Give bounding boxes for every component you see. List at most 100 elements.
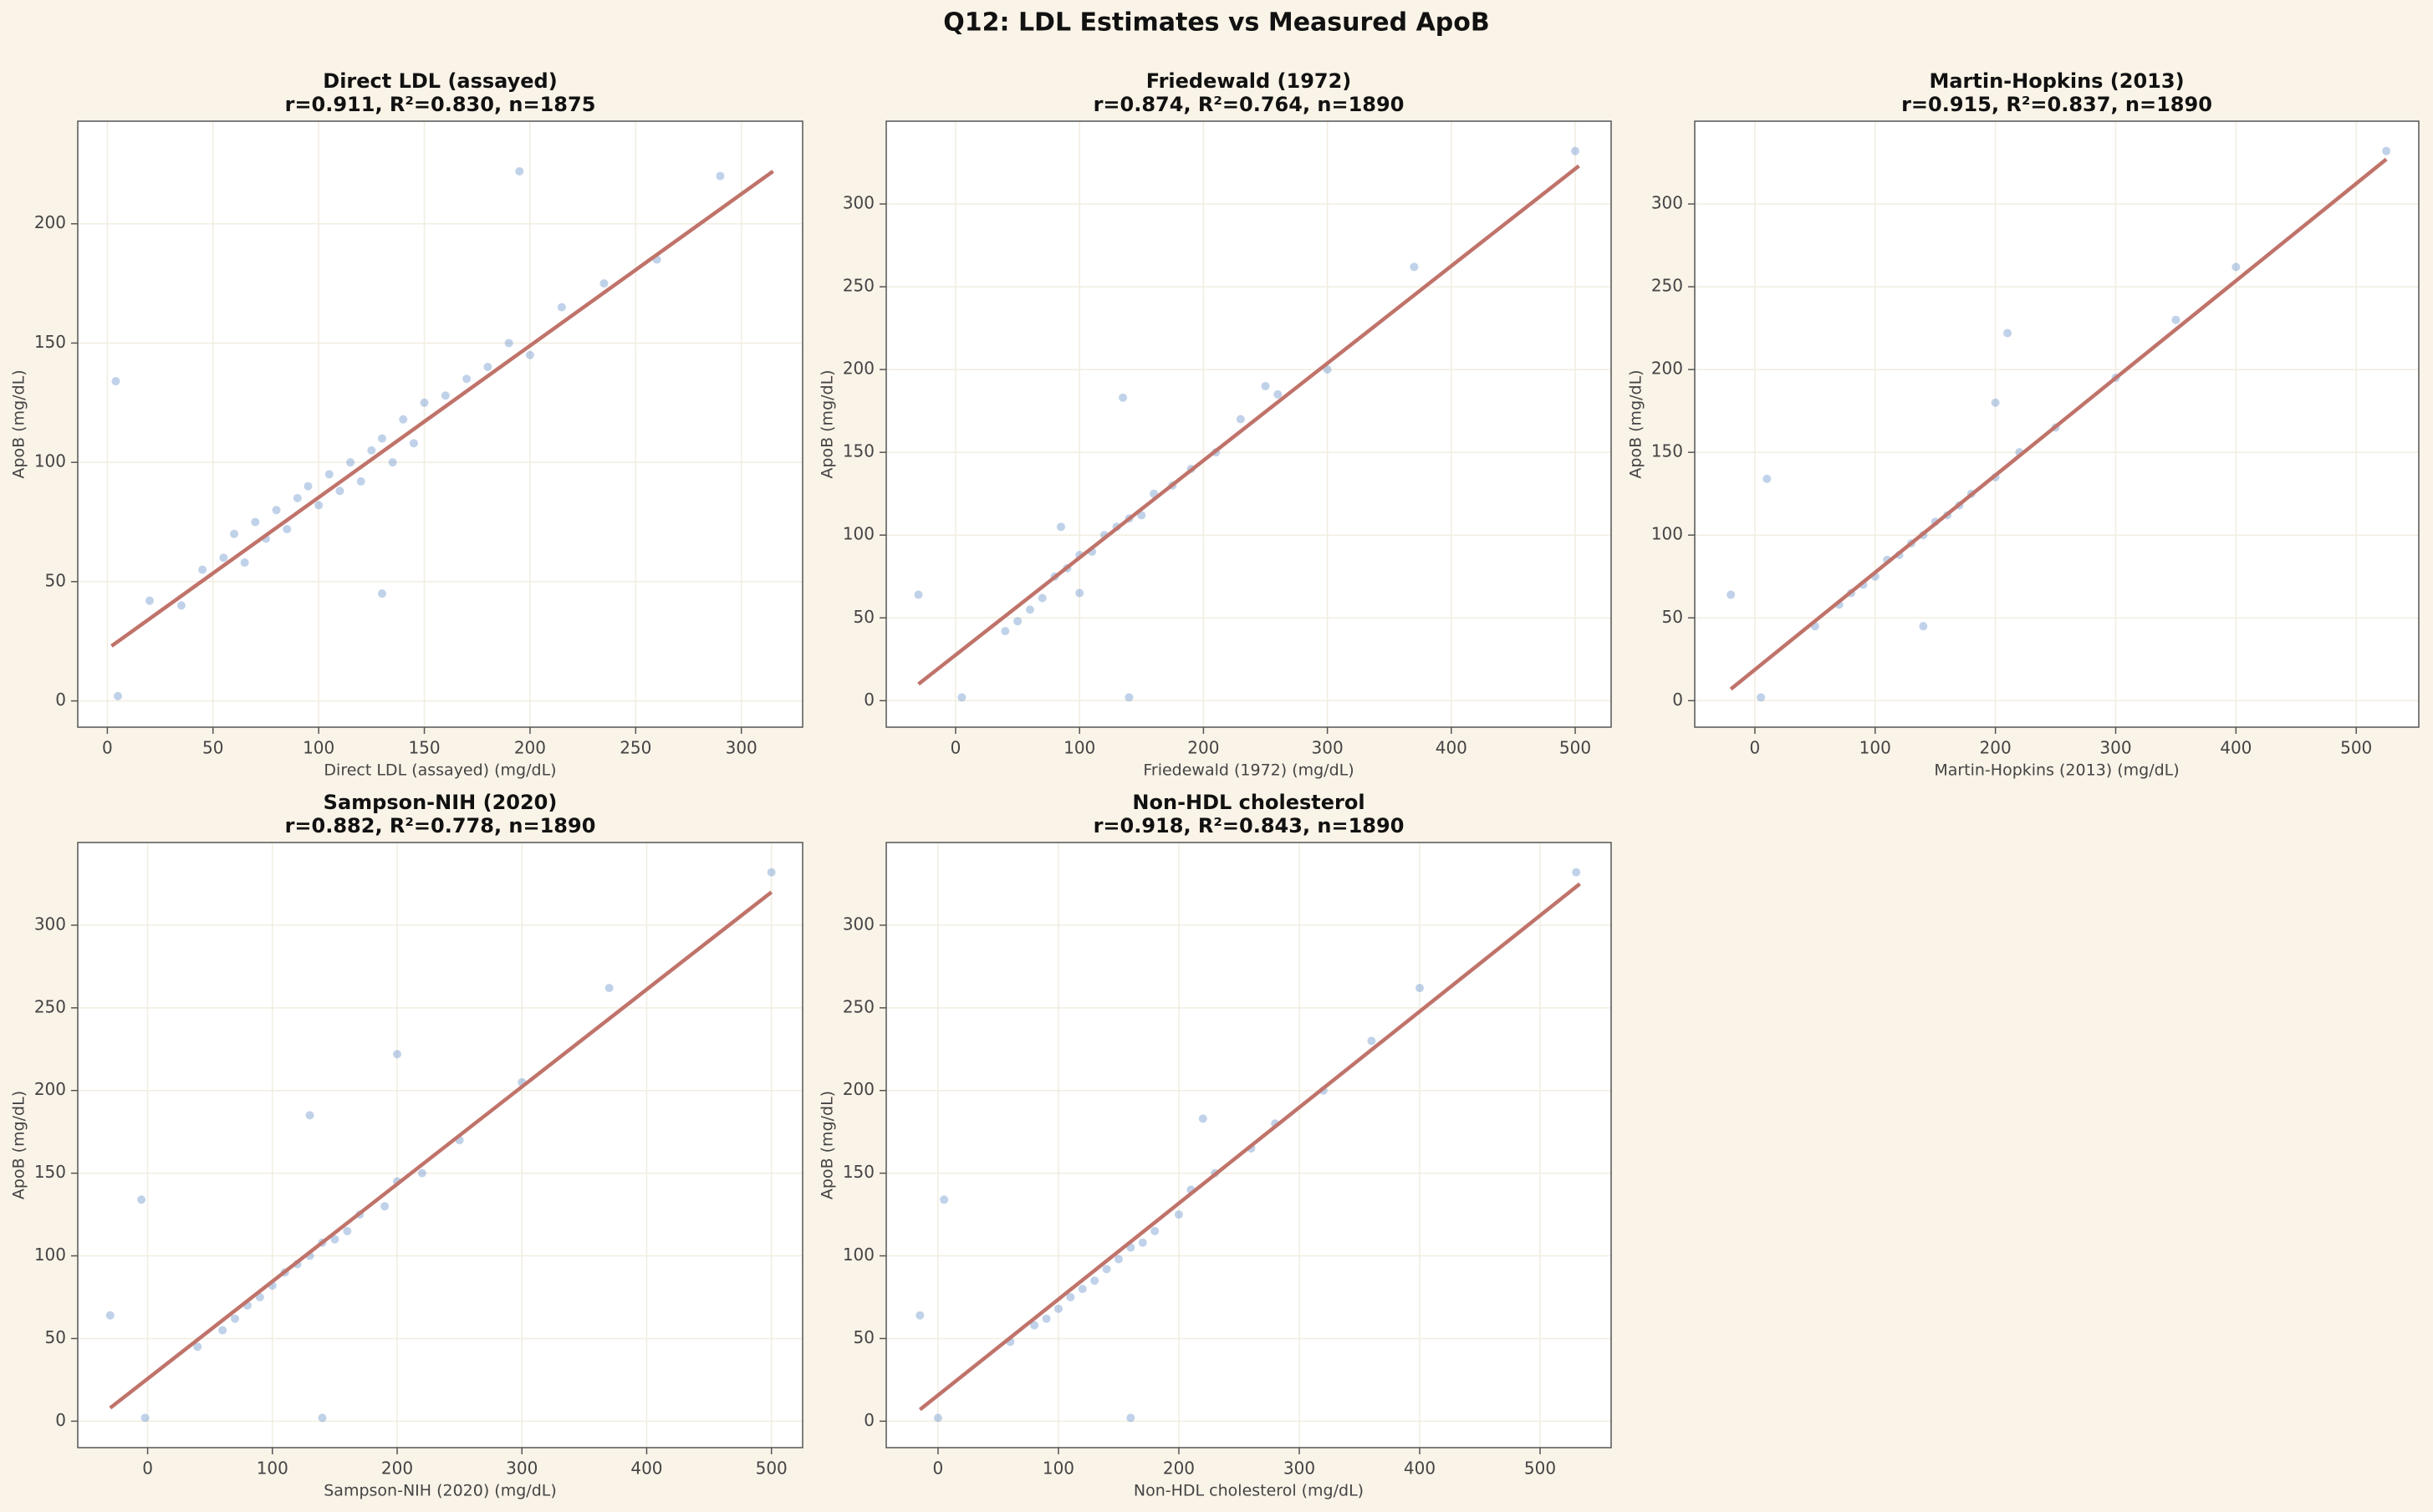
y-tick-label: 50	[854, 1327, 875, 1347]
x-tick-label: 0	[933, 1459, 944, 1479]
point	[140, 1413, 150, 1423]
y-tick-label: 250	[1651, 276, 1683, 296]
point	[1572, 868, 1581, 877]
y-tick-label: 250	[843, 996, 875, 1016]
y-tick-label: 200	[1651, 359, 1683, 379]
point	[240, 558, 249, 568]
point	[1030, 1321, 1039, 1330]
y-tick-label: 300	[1651, 193, 1683, 213]
y-tick-label: 0	[55, 690, 66, 710]
point	[1727, 590, 1736, 599]
point	[1410, 262, 1419, 272]
point	[343, 1226, 352, 1235]
x-tick-label: 300	[1283, 1459, 1315, 1479]
point	[1056, 522, 1065, 532]
point	[318, 1413, 327, 1423]
point	[377, 589, 386, 598]
panel-title: Sampson-NIH (2020)	[324, 791, 558, 814]
point	[504, 339, 513, 348]
x-tick-label: 100	[303, 738, 334, 758]
y-tick-label: 0	[864, 690, 875, 710]
x-tick-label: 400	[1436, 738, 1467, 758]
point	[314, 501, 324, 510]
point	[293, 493, 302, 502]
y-tick-label: 150	[1651, 441, 1683, 461]
point	[388, 458, 397, 467]
point	[1078, 1285, 1087, 1294]
plot-frame	[885, 120, 1612, 728]
point	[1236, 415, 1245, 424]
point	[1150, 1226, 1160, 1235]
x-tick-label: 50	[202, 738, 223, 758]
point	[251, 517, 260, 527]
point	[1066, 1292, 1075, 1301]
y-tick-label: 0	[864, 1410, 875, 1430]
point	[2171, 315, 2181, 324]
x-tick-label: 300	[2099, 738, 2131, 758]
y-tick-label: 300	[843, 914, 875, 934]
point	[393, 1050, 402, 1059]
point	[114, 691, 123, 700]
point	[1323, 365, 1332, 374]
point	[1273, 389, 1283, 399]
y-tick-label: 100	[34, 1245, 66, 1265]
point	[409, 439, 418, 448]
y-tick-label: 0	[55, 1410, 66, 1430]
fit-line	[918, 882, 1581, 1412]
point	[1075, 588, 1084, 598]
point	[399, 415, 408, 424]
x-axis-label: Non-HDL cholesterol (mg/dL)	[1134, 1482, 1364, 1500]
y-tick-label: 100	[34, 451, 66, 471]
fit-line	[1729, 157, 2388, 691]
y-axis-label: ApoB (mg/dL)	[819, 369, 837, 478]
point	[356, 477, 365, 486]
plot-frame	[77, 120, 803, 728]
point	[1042, 1314, 1051, 1323]
point	[335, 486, 344, 496]
point	[193, 1342, 202, 1352]
point	[1198, 1114, 1207, 1123]
point	[2382, 146, 2391, 155]
y-tick-label: 300	[843, 193, 875, 213]
x-tick-label: 400	[2220, 738, 2252, 758]
point	[367, 445, 376, 455]
x-tick-label: 400	[1404, 1459, 1436, 1479]
x-tick-label: 200	[381, 1459, 413, 1479]
y-tick-label: 200	[843, 1079, 875, 1099]
plot-frame	[77, 842, 803, 1448]
panel-subtitle: r=0.874, R²=0.764, n=1890	[1094, 93, 1405, 116]
y-tick-label: 50	[45, 570, 66, 590]
x-tick-label: 0	[102, 738, 113, 758]
x-tick-label: 100	[1043, 1459, 1074, 1479]
point	[1038, 593, 1047, 603]
x-axis-label: Direct LDL (assayed) (mg/dL)	[324, 761, 556, 780]
point	[1125, 693, 1134, 702]
x-tick-label: 200	[1980, 738, 2012, 758]
y-tick-label: 0	[1672, 690, 1683, 710]
point	[441, 391, 450, 400]
panel-title: Direct LDL (assayed)	[323, 69, 557, 93]
panel-subtitle: r=0.911, R²=0.830, n=1875	[285, 93, 596, 116]
point	[914, 590, 923, 599]
point	[1126, 1413, 1135, 1423]
y-tick-label: 100	[843, 1245, 875, 1265]
x-tick-label: 250	[620, 738, 651, 758]
y-tick-label: 100	[1651, 524, 1683, 544]
point	[137, 1195, 146, 1204]
point	[557, 303, 566, 312]
x-tick-label: 300	[1312, 738, 1344, 758]
panel-title: Martin-Hopkins (2013)	[1929, 69, 2184, 93]
point	[231, 1314, 240, 1323]
y-tick-label: 200	[843, 359, 875, 379]
point	[198, 565, 207, 574]
fit-line	[917, 164, 1580, 686]
point	[1114, 1255, 1123, 1264]
y-axis-label: ApoB (mg/dL)	[1627, 369, 1645, 478]
point	[377, 434, 386, 443]
point	[1762, 474, 1772, 483]
y-tick-label: 150	[843, 1162, 875, 1182]
x-tick-label: 150	[408, 738, 440, 758]
x-tick-label: 100	[257, 1459, 288, 1479]
point	[420, 398, 429, 407]
